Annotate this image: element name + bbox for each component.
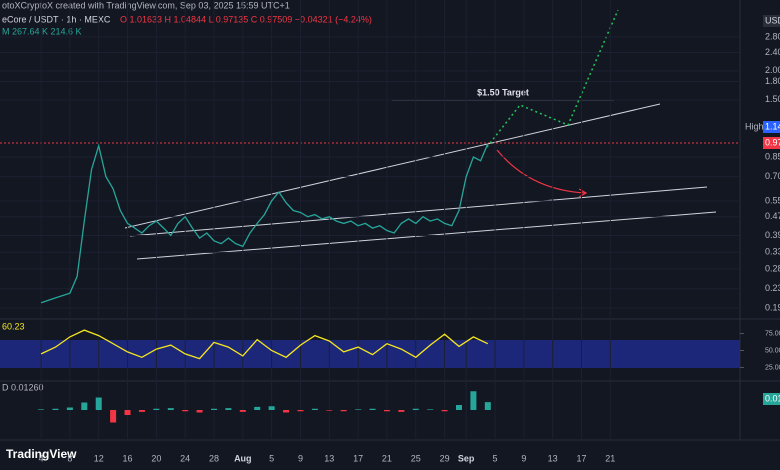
macd-bar (311, 408, 318, 410)
rsi-tick-label: 75.00 (765, 330, 780, 337)
attribution: otoXCryptoX created with TradingView.com… (2, 0, 290, 10)
rsi-line (40, 329, 489, 360)
macd-bar (484, 402, 491, 410)
x-tick-label: 12 (94, 453, 104, 463)
macd-bar (52, 408, 59, 410)
macd-bar (81, 402, 88, 410)
y-tick-label: 0.55 (765, 195, 780, 205)
symbol: eCore / USDT · 1h · MEXC (2, 14, 111, 24)
x-tick-label: 28 (209, 453, 219, 463)
macd-bar (38, 409, 45, 410)
rsi-label: 60.23 (2, 321, 25, 331)
y-tick-label: 0.70 (765, 171, 780, 181)
x-tick-label: 17 (576, 453, 586, 463)
y-tick-label: 2.00 (765, 65, 780, 75)
macd-bar (427, 409, 434, 410)
macd-bar (441, 410, 448, 412)
x-tick-label: Aug (234, 453, 252, 463)
price-line (40, 143, 489, 304)
x-tick-label: 25 (411, 453, 421, 463)
y-tick-label: 0.23 (765, 283, 780, 293)
y-tick-label: 0.47 (765, 211, 780, 221)
macd-bar (66, 407, 73, 410)
macd-bar (383, 410, 390, 412)
x-tick-label: 13 (548, 453, 558, 463)
macd-bar (124, 410, 131, 415)
macd-bar (239, 410, 246, 412)
macd-bar (254, 406, 261, 410)
annotation: $1.50 Target (477, 87, 529, 97)
y-tick-label: 0.19 (765, 302, 780, 312)
x-tick-label: 29 (440, 453, 450, 463)
macd-bar (211, 408, 218, 410)
y-tick-label: 0.28 (765, 263, 780, 273)
high-box (763, 121, 780, 133)
price-box (763, 137, 780, 149)
brand: TradingView (6, 447, 77, 461)
macd-bar (167, 408, 174, 410)
macd-bar (412, 408, 419, 410)
y-tick-label: 2.40 (765, 47, 780, 57)
x-tick-label: 16 (123, 453, 133, 463)
rsi-tick-label: 25.00 (765, 364, 780, 371)
high-value: 1.14 (765, 121, 780, 131)
macd-bar (398, 410, 405, 412)
high-label: High (745, 121, 764, 131)
x-tick-label: 21 (382, 453, 392, 463)
macd-bar (283, 410, 290, 413)
macd-bar (326, 410, 333, 411)
macd-bar (355, 409, 362, 410)
macd-bar (196, 410, 203, 413)
macd-bar (138, 410, 145, 412)
bear-arrow (496, 149, 586, 194)
x-tick-label: 5 (269, 453, 274, 463)
y-tick-label: 1.50 (765, 94, 780, 104)
y-tick-label: 0.85 (765, 151, 780, 161)
y-tick-label: 2.80 (765, 31, 780, 41)
y-tick-label: 1.80 (765, 76, 780, 86)
macd-current: 0.01 (765, 393, 780, 403)
x-tick-label: 13 (324, 453, 334, 463)
x-tick-label: 4 (39, 453, 44, 463)
macd-bar (110, 410, 117, 423)
x-tick-label: 24 (180, 453, 190, 463)
macd-bar (268, 406, 275, 410)
macd-bar (225, 408, 232, 410)
y-tick-label: 0.39 (765, 230, 780, 240)
last-price: 0.97 (765, 137, 780, 147)
trendline (129, 186, 708, 237)
y-tick-label: 0.33 (765, 247, 780, 257)
x-tick-label: 9 (521, 453, 526, 463)
macd-box (763, 393, 780, 405)
volume: M 267.64 K 214.6 K (2, 26, 82, 36)
x-tick-label: 20 (151, 453, 161, 463)
rsi-tick-label: 50.00 (765, 347, 780, 354)
macd-bar (470, 391, 477, 410)
macd-bar (182, 410, 189, 412)
x-tick-label: Sep (458, 453, 475, 463)
x-tick-label: 8 (67, 453, 72, 463)
macd-label: D 0.01260 (2, 382, 44, 392)
x-tick-label: 21 (605, 453, 615, 463)
x-tick-label: 5 (493, 453, 498, 463)
macd-bar (340, 410, 347, 412)
x-tick-label: 17 (353, 453, 363, 463)
macd-bar (369, 408, 376, 410)
macd-bar (455, 405, 462, 410)
macd-bar (153, 408, 160, 410)
x-tick-label: 9 (298, 453, 303, 463)
bull-path (486, 9, 619, 148)
currency: USDT (765, 15, 780, 25)
macd-bar (95, 397, 102, 410)
currency-box (763, 15, 780, 27)
ohlc: O 1.01633 H 1.04844 L 0.97135 C 0.97509 … (120, 14, 372, 24)
macd-bar (297, 410, 304, 412)
